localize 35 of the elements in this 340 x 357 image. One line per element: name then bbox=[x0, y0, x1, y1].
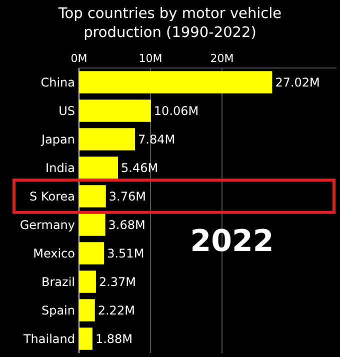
bar bbox=[79, 299, 95, 322]
bar bbox=[79, 242, 104, 264]
data-label: 5.46M bbox=[121, 160, 158, 175]
y-tick-label: China bbox=[40, 75, 75, 90]
y-tick-label: Mexico bbox=[33, 246, 75, 260]
data-label: 2.22M bbox=[98, 303, 135, 318]
bar bbox=[79, 71, 272, 94]
y-tick-label: US bbox=[58, 104, 75, 118]
x-tick-label: 0M bbox=[70, 52, 88, 65]
x-tick-label: 10M bbox=[138, 52, 162, 65]
y-tick-label: Thailand bbox=[22, 332, 75, 346]
bar bbox=[79, 270, 96, 293]
data-label: 7.84M bbox=[138, 132, 176, 146]
data-label: 2.37M bbox=[98, 274, 136, 289]
bar bbox=[79, 185, 106, 208]
bar bbox=[79, 100, 151, 122]
data-label: 27.02M bbox=[275, 75, 320, 90]
bar bbox=[79, 328, 92, 350]
x-tick-label: 20M bbox=[210, 52, 234, 65]
y-tick-label: Brazil bbox=[42, 274, 75, 289]
data-label: 10.06M bbox=[154, 104, 199, 118]
y-tick-label: Germany bbox=[20, 218, 75, 232]
y-tick-label: S Korea bbox=[30, 189, 75, 204]
chart-title: Top countries by motor vehicle production (1990-2022) bbox=[57, 6, 282, 41]
bar bbox=[79, 156, 118, 179]
data-label: 1.88M bbox=[95, 332, 133, 346]
bar bbox=[79, 214, 106, 236]
data-label: 3.51M bbox=[107, 246, 144, 260]
y-tick-label: India bbox=[46, 160, 75, 175]
annotation: 2022 bbox=[190, 224, 274, 259]
data-label: 3.76M bbox=[108, 189, 146, 204]
y-tick-label: Japan bbox=[40, 132, 75, 146]
data-label: 3.68M bbox=[108, 218, 146, 232]
y-tick-label: Spain bbox=[41, 303, 75, 318]
bar bbox=[79, 128, 136, 150]
